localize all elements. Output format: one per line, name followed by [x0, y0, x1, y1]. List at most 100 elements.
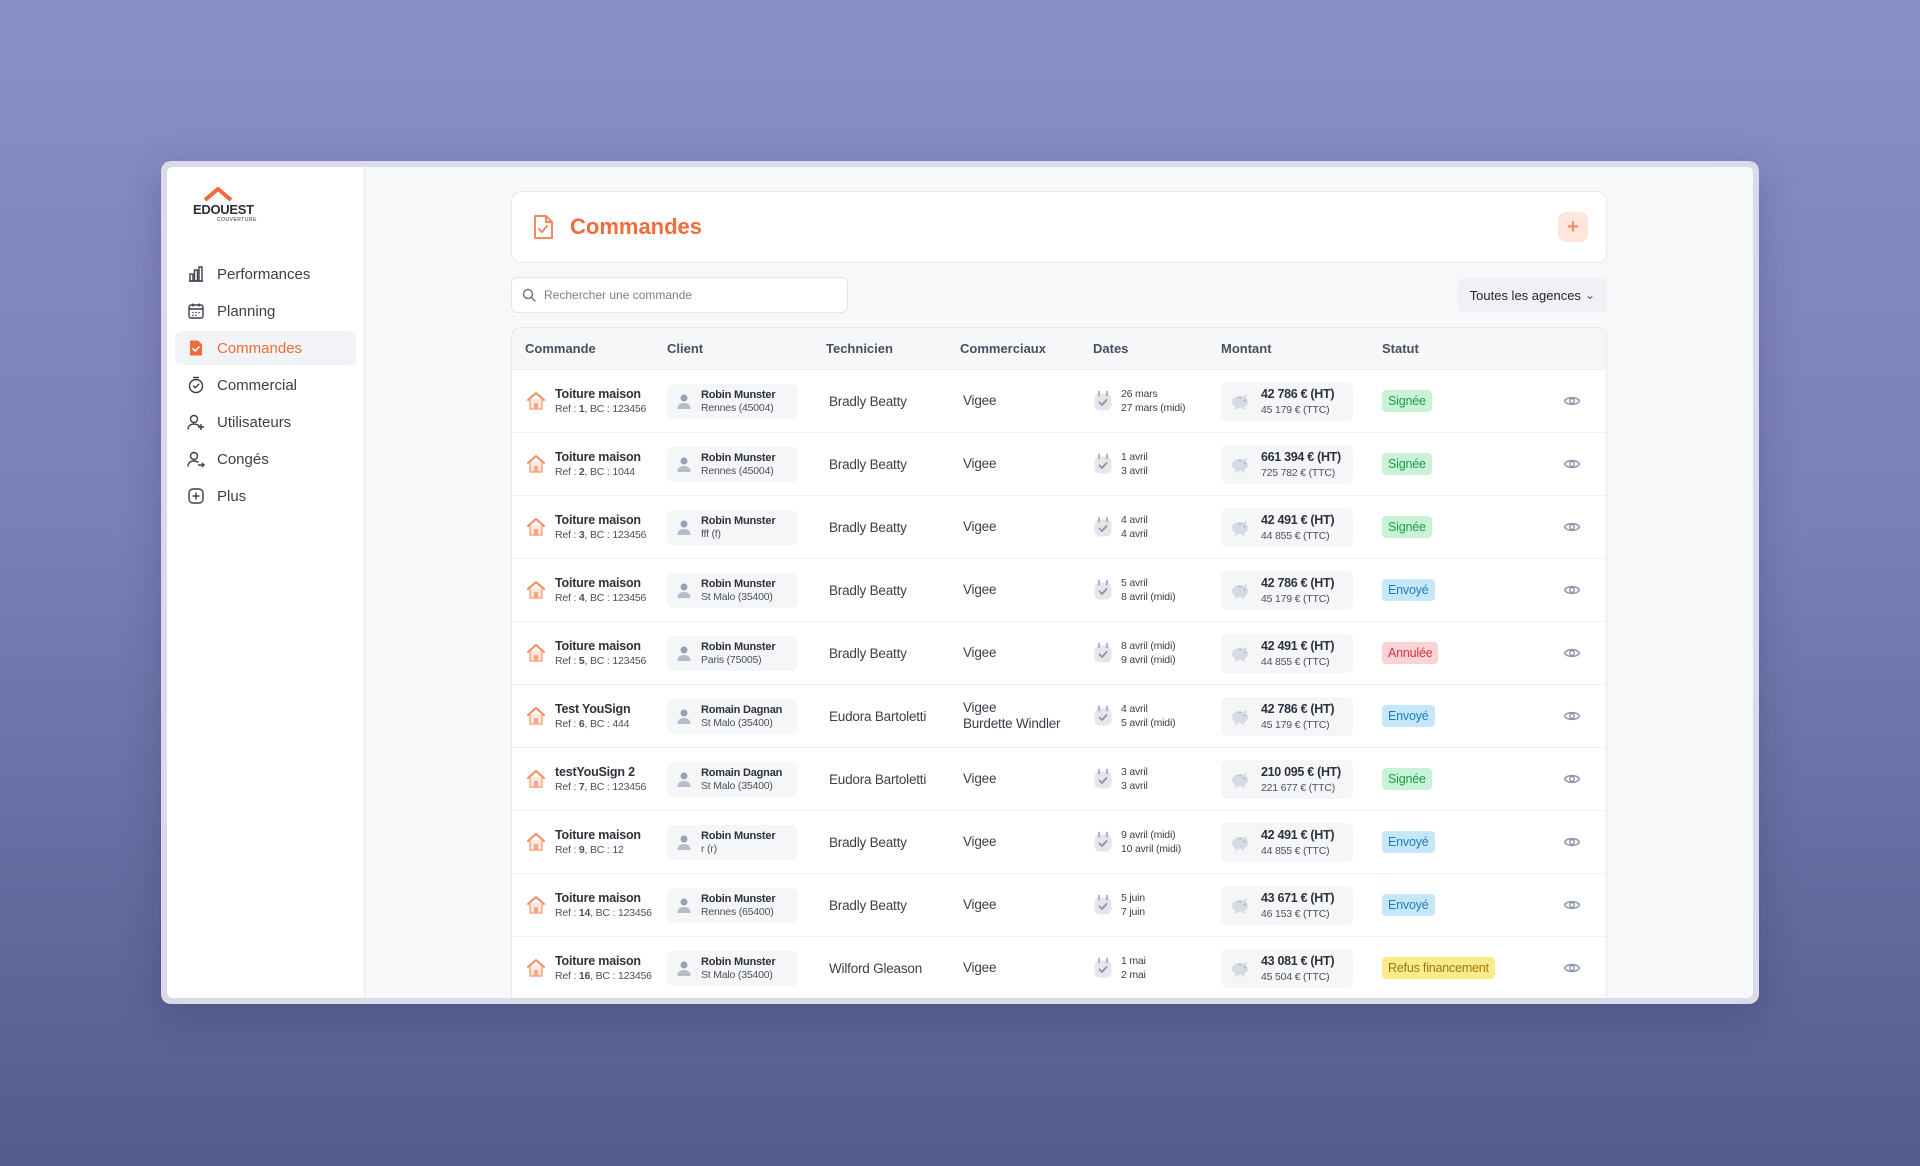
- add-order-button[interactable]: +: [1558, 212, 1588, 242]
- column-header-technicien[interactable]: Technicien: [826, 341, 893, 356]
- client-text: Robin Munster fff (f): [701, 515, 776, 540]
- sidebar-item-performances[interactable]: Performances: [175, 257, 356, 291]
- commande-info: Toiture maison Ref : 4, BC : 123456: [525, 576, 667, 604]
- amount-ttc: 45 504 € (TTC): [1261, 970, 1330, 983]
- user-leave-icon: [187, 450, 205, 468]
- column-header-montant[interactable]: Montant: [1221, 341, 1272, 356]
- ref-prefix: Ref :: [555, 970, 579, 982]
- calendar-check-icon: [1093, 957, 1113, 979]
- eye-icon[interactable]: [1563, 457, 1581, 471]
- table-body: Toiture maison Ref : 1, BC : 123456 Robin …: [512, 370, 1606, 998]
- sidebar-item-plus[interactable]: Plus: [175, 479, 356, 513]
- table-row[interactable]: Toiture maison Ref : 5, BC : 123456 Robin …: [512, 622, 1606, 685]
- sidebar-item-utilisateurs[interactable]: Utilisateurs: [175, 405, 356, 439]
- sidebar-item-label: Congés: [217, 450, 269, 468]
- calendar-icon: [187, 302, 205, 320]
- house-icon: [525, 768, 547, 790]
- commande-info: Toiture maison Ref : 1, BC : 123456: [525, 387, 667, 415]
- client-chip[interactable]: Robin Munster Rennes (65400): [667, 887, 798, 923]
- column-header-statut[interactable]: Statut: [1382, 341, 1419, 356]
- client-chip[interactable]: Robin Munster St Malo (35400): [667, 572, 798, 608]
- calendar-check-icon: [1093, 894, 1113, 916]
- client-cell: Robin Munster Rennes (45004): [667, 383, 826, 419]
- column-header-client[interactable]: Client: [667, 341, 704, 356]
- view-cell: [1538, 772, 1606, 786]
- ref-suffix: , BC : 123456: [584, 592, 647, 604]
- technician-name: Bradly Beatty: [829, 834, 907, 850]
- logo[interactable]: EDOUEST COUVERTURE: [193, 187, 356, 227]
- eye-icon[interactable]: [1563, 898, 1581, 912]
- column-header-commerciaux[interactable]: Commerciaux: [960, 341, 1046, 356]
- eye-icon[interactable]: [1563, 583, 1581, 597]
- status-cell: Envoyé: [1382, 831, 1538, 853]
- amount-ht: 210 095 € (HT): [1261, 764, 1341, 779]
- user-add-icon: [187, 413, 205, 431]
- status-cell: Signée: [1382, 516, 1538, 538]
- eye-icon[interactable]: [1563, 961, 1581, 975]
- table-row[interactable]: Toiture maison Ref : 2, BC : 1044 Robin Mu…: [512, 433, 1606, 496]
- piggy-bank-icon: [1229, 581, 1251, 599]
- calendar-check-icon: [1093, 705, 1113, 727]
- amount-cell: 42 786 € (HT) 45 179 € (TTC): [1221, 570, 1382, 610]
- sidebar-item-label: Utilisateurs: [217, 413, 292, 431]
- commande-text: Toiture maison Ref : 14, BC : 123456: [555, 891, 652, 919]
- client-chip[interactable]: Robin Munster fff (f): [667, 509, 798, 545]
- table-row[interactable]: Toiture maison Ref : 3, BC : 123456 Robin …: [512, 496, 1606, 559]
- sidebar-item-planning[interactable]: Planning: [175, 294, 356, 328]
- dates-info: 1 avril 3 avril: [1093, 450, 1221, 478]
- commande-ref: Ref : 5, BC : 123456: [555, 655, 646, 667]
- sidebar-item-commandes[interactable]: Commandes: [175, 331, 356, 365]
- commercials-cell: Vigee: [960, 456, 1093, 472]
- client-chip[interactable]: Robin Munster r (r): [667, 824, 798, 860]
- table-row[interactable]: Test YouSign Ref : 6, BC : 444 Romain Dagn…: [512, 685, 1606, 748]
- table-row[interactable]: Toiture maison Ref : 4, BC : 123456 Robin …: [512, 559, 1606, 622]
- amount-text: 42 786 € (HT) 45 179 € (TTC): [1261, 702, 1335, 731]
- agency-filter-select[interactable]: Toutes les agences ⌄: [1457, 278, 1607, 312]
- amount-ttc: 221 677 € (TTC): [1261, 781, 1336, 794]
- column-header-dates[interactable]: Dates: [1093, 341, 1129, 356]
- toolbar: Toutes les agences ⌄: [511, 277, 1607, 313]
- technician-name: Eudora Bartoletti: [829, 708, 927, 724]
- eye-icon[interactable]: [1563, 520, 1581, 534]
- commercials-cell: Vigee: [960, 897, 1093, 913]
- table-row[interactable]: Toiture maison Ref : 14, BC : 123456 Robin…: [512, 874, 1606, 937]
- ref-prefix: Ref :: [555, 529, 579, 541]
- end-date: 2 mai: [1121, 969, 1146, 981]
- table-row[interactable]: Toiture maison Ref : 9, BC : 12 Robin Muns…: [512, 811, 1606, 874]
- technician-name: Bradly Beatty: [829, 393, 907, 409]
- client-cell: Robin Munster r (r): [667, 824, 826, 860]
- commande-cell: Toiture maison Ref : 3, BC : 123456: [512, 513, 667, 541]
- client-chip[interactable]: Romain Dagnan St Malo (35400): [667, 761, 798, 797]
- amount-cell: 42 786 € (HT) 45 179 € (TTC): [1221, 381, 1382, 421]
- eye-icon[interactable]: [1563, 646, 1581, 660]
- client-text: Robin Munster Paris (75005): [701, 641, 776, 666]
- end-date: 27 mars (midi): [1121, 402, 1186, 414]
- search-input[interactable]: [544, 288, 837, 302]
- client-chip[interactable]: Romain Dagnan St Malo (35400): [667, 698, 798, 734]
- start-date: 26 mars: [1121, 388, 1158, 400]
- amount-cell: 661 394 € (HT) 725 782 € (TTC): [1221, 444, 1382, 484]
- table-row[interactable]: Toiture maison Ref : 1, BC : 123456 Robin …: [512, 370, 1606, 433]
- client-chip[interactable]: Robin Munster St Malo (35400): [667, 950, 798, 986]
- amount-text: 210 095 € (HT) 221 677 € (TTC): [1261, 765, 1341, 794]
- client-name: Romain Dagnan: [701, 766, 783, 779]
- commande-title: Toiture maison: [555, 954, 641, 968]
- client-chip[interactable]: Robin Munster Rennes (45004): [667, 383, 798, 419]
- dates-cell: 3 avril 3 avril: [1093, 765, 1221, 793]
- client-chip[interactable]: Robin Munster Paris (75005): [667, 635, 798, 671]
- eye-icon[interactable]: [1563, 394, 1581, 408]
- client-chip[interactable]: Robin Munster Rennes (45004): [667, 446, 798, 482]
- dates-info: 3 avril 3 avril: [1093, 765, 1221, 793]
- sidebar-item-conges[interactable]: Congés: [175, 442, 356, 476]
- table-row[interactable]: testYouSign 2 Ref : 7, BC : 123456 Romain …: [512, 748, 1606, 811]
- amount-ttc: 45 179 € (TTC): [1261, 403, 1330, 416]
- table-row[interactable]: Toiture maison Ref : 16, BC : 123456 Robin…: [512, 937, 1606, 998]
- eye-icon[interactable]: [1563, 835, 1581, 849]
- eye-icon[interactable]: [1563, 772, 1581, 786]
- eye-icon[interactable]: [1563, 709, 1581, 723]
- commercial-name: Vigee: [963, 582, 997, 597]
- column-header-commande[interactable]: Commande: [525, 341, 596, 356]
- amount-text: 661 394 € (HT) 725 782 € (TTC): [1261, 450, 1341, 479]
- avatar-icon: [675, 707, 693, 725]
- sidebar-item-commercial[interactable]: Commercial: [175, 368, 356, 402]
